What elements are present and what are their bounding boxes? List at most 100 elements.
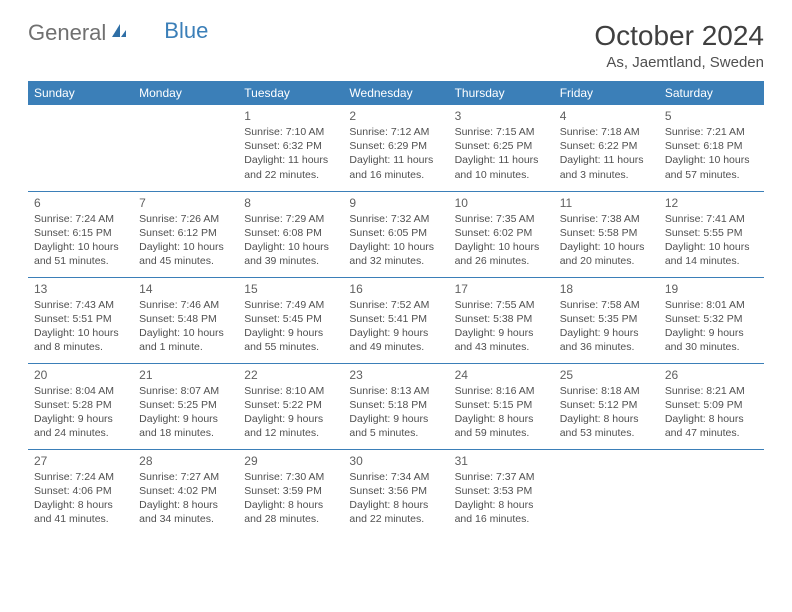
day-info: Sunrise: 7:41 AMSunset: 5:55 PMDaylight:…: [665, 212, 758, 269]
day-number: 22: [244, 368, 337, 382]
sunrise-text: Sunrise: 7:12 AM: [349, 125, 442, 139]
calendar-cell: 20Sunrise: 8:04 AMSunset: 5:28 PMDayligh…: [28, 363, 133, 449]
calendar-cell: 3Sunrise: 7:15 AMSunset: 6:25 PMDaylight…: [449, 105, 554, 191]
sunrise-text: Sunrise: 7:32 AM: [349, 212, 442, 226]
day-info: Sunrise: 7:43 AMSunset: 5:51 PMDaylight:…: [34, 298, 127, 355]
sunset-text: Sunset: 6:15 PM: [34, 226, 127, 240]
calendar-cell: 15 Sunrise: 7:49 AMSunset: 5:45 PMDayligh…: [238, 277, 343, 363]
sunrise-text: Sunrise: 7:27 AM: [139, 470, 232, 484]
calendar-cell: 21Sunrise: 8:07 AMSunset: 5:25 PMDayligh…: [133, 363, 238, 449]
day-info: Sunrise: 7:52 AMSunset: 5:41 PMDaylight:…: [349, 298, 442, 355]
calendar-cell: 16Sunrise: 7:52 AMSunset: 5:41 PMDayligh…: [343, 277, 448, 363]
day-number: 11: [560, 196, 653, 210]
day-info: Sunrise: 7:55 AMSunset: 5:38 PMDaylight:…: [455, 298, 548, 355]
day-info: Sunrise: 7:26 AMSunset: 6:12 PMDaylight:…: [139, 212, 232, 269]
sunset-text: Sunset: 6:12 PM: [139, 226, 232, 240]
day-number: 31: [455, 454, 548, 468]
col-wednesday: Wednesday: [343, 81, 448, 105]
sunset-text: Sunset: 5:12 PM: [560, 398, 653, 412]
calendar-cell: [554, 449, 659, 535]
daylight-text: Daylight: 9 hours and 43 minutes.: [455, 326, 548, 354]
day-number: 6: [34, 196, 127, 210]
day-info: Sunrise: 7:30 AMSunset: 3:59 PMDaylight:…: [244, 470, 337, 527]
col-monday: Monday: [133, 81, 238, 105]
daylight-text: Daylight: 8 hours and 34 minutes.: [139, 498, 232, 526]
sunset-text: Sunset: 5:32 PM: [665, 312, 758, 326]
daylight-text: Daylight: 10 hours and 26 minutes.: [455, 240, 548, 268]
daylight-text: Daylight: 10 hours and 8 minutes.: [34, 326, 127, 354]
logo-text-gray: General: [28, 20, 106, 46]
sunrise-text: Sunrise: 8:13 AM: [349, 384, 442, 398]
sunrise-text: Sunrise: 7:35 AM: [455, 212, 548, 226]
sunrise-text: Sunrise: 8:07 AM: [139, 384, 232, 398]
day-number: 25: [560, 368, 653, 382]
day-number: 15: [244, 282, 337, 296]
sunrise-text: Sunrise: 7:24 AM: [34, 470, 127, 484]
col-friday: Friday: [554, 81, 659, 105]
sunrise-text: Sunrise: 7:55 AM: [455, 298, 548, 312]
day-number: 4: [560, 109, 653, 123]
sunrise-text: Sunrise: 7:41 AM: [665, 212, 758, 226]
sunrise-text: Sunrise: 8:16 AM: [455, 384, 548, 398]
sunset-text: Sunset: 6:29 PM: [349, 139, 442, 153]
daylight-text: Daylight: 9 hours and 36 minutes.: [560, 326, 653, 354]
day-info: Sunrise: 7:15 AMSunset: 6:25 PMDaylight:…: [455, 125, 548, 182]
title-block: October 2024 As, Jaemtland, Sweden: [594, 20, 764, 71]
calendar-row: 13Sunrise: 7:43 AMSunset: 5:51 PMDayligh…: [28, 277, 764, 363]
calendar-cell: 29Sunrise: 7:30 AMSunset: 3:59 PMDayligh…: [238, 449, 343, 535]
day-number: 14: [139, 282, 232, 296]
col-tuesday: Tuesday: [238, 81, 343, 105]
day-info: Sunrise: 7:18 AMSunset: 6:22 PMDaylight:…: [560, 125, 653, 182]
sunset-text: Sunset: 5:22 PM: [244, 398, 337, 412]
location: As, Jaemtland, Sweden: [594, 54, 764, 71]
sunrise-text: Sunrise: 7:10 AM: [244, 125, 337, 139]
day-number: 7: [139, 196, 232, 210]
day-info: Sunrise: 8:18 AMSunset: 5:12 PMDaylight:…: [560, 384, 653, 441]
calendar-cell: 13Sunrise: 7:43 AMSunset: 5:51 PMDayligh…: [28, 277, 133, 363]
calendar-cell: 14Sunrise: 7:46 AMSunset: 5:48 PMDayligh…: [133, 277, 238, 363]
sunset-text: Sunset: 5:15 PM: [455, 398, 548, 412]
calendar-cell: 26Sunrise: 8:21 AMSunset: 5:09 PMDayligh…: [659, 363, 764, 449]
sunrise-text: Sunrise: 7:43 AM: [34, 298, 127, 312]
sunset-text: Sunset: 5:38 PM: [455, 312, 548, 326]
sunrise-text: Sunrise: 8:04 AM: [34, 384, 127, 398]
logo-sail-icon: [110, 22, 128, 45]
day-info: Sunrise: 8:13 AMSunset: 5:18 PMDaylight:…: [349, 384, 442, 441]
day-number: 8: [244, 196, 337, 210]
sunrise-text: Sunrise: 8:21 AM: [665, 384, 758, 398]
daylight-text: Daylight: 11 hours and 3 minutes.: [560, 153, 653, 181]
calendar-cell: [28, 105, 133, 191]
sunset-text: Sunset: 4:06 PM: [34, 484, 127, 498]
calendar-row: 1 Sunrise: 7:10 AMSunset: 6:32 PMDaylight…: [28, 105, 764, 191]
calendar-cell: 25 Sunrise: 8:18 AMSunset: 5:12 PMDayligh…: [554, 363, 659, 449]
sunset-text: Sunset: 5:48 PM: [139, 312, 232, 326]
daylight-text: Daylight: 10 hours and 1 minute.: [139, 326, 232, 354]
daylight-text: Daylight: 10 hours and 14 minutes.: [665, 240, 758, 268]
logo: General Blue: [28, 20, 208, 46]
calendar-table: Sunday Monday Tuesday Wednesday Thursday…: [28, 81, 764, 535]
col-thursday: Thursday: [449, 81, 554, 105]
daylight-text: Daylight: 10 hours and 51 minutes.: [34, 240, 127, 268]
day-number: 28: [139, 454, 232, 468]
sunrise-text: Sunrise: 7:37 AM: [455, 470, 548, 484]
daylight-text: Daylight: 8 hours and 16 minutes.: [455, 498, 548, 526]
sunset-text: Sunset: 4:02 PM: [139, 484, 232, 498]
day-number: 1: [244, 109, 337, 123]
daylight-text: Daylight: 8 hours and 53 minutes.: [560, 412, 653, 440]
calendar-cell: 19Sunrise: 8:01 AMSunset: 5:32 PMDayligh…: [659, 277, 764, 363]
sunset-text: Sunset: 5:35 PM: [560, 312, 653, 326]
day-number: 12: [665, 196, 758, 210]
day-number: 23: [349, 368, 442, 382]
day-info: Sunrise: 7:21 AMSunset: 6:18 PMDaylight:…: [665, 125, 758, 182]
day-info: Sunrise: 7:49 AMSunset: 5:45 PMDaylight:…: [244, 298, 337, 355]
daylight-text: Daylight: 11 hours and 22 minutes.: [244, 153, 337, 181]
calendar-cell: 30Sunrise: 7:34 AMSunset: 3:56 PMDayligh…: [343, 449, 448, 535]
calendar-cell: [659, 449, 764, 535]
sunset-text: Sunset: 6:25 PM: [455, 139, 548, 153]
calendar-cell: 5Sunrise: 7:21 AMSunset: 6:18 PMDaylight…: [659, 105, 764, 191]
sunset-text: Sunset: 5:51 PM: [34, 312, 127, 326]
col-saturday: Saturday: [659, 81, 764, 105]
daylight-text: Daylight: 9 hours and 5 minutes.: [349, 412, 442, 440]
day-info: Sunrise: 7:10 AMSunset: 6:32 PMDaylight:…: [244, 125, 337, 182]
calendar-row: 6Sunrise: 7:24 AMSunset: 6:15 PMDaylight…: [28, 191, 764, 277]
